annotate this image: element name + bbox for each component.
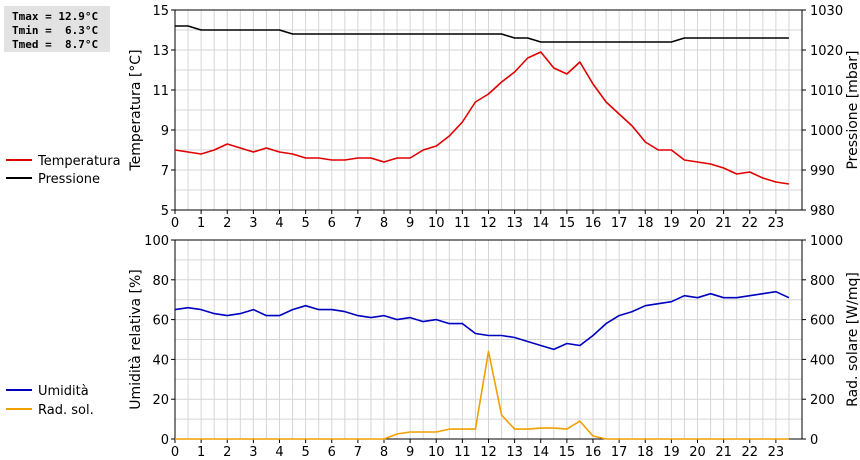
panel2-y-tick-label: 20 — [152, 393, 169, 408]
panel2-y2-tick-label: 600 — [810, 314, 835, 329]
panel2-legend-label: Umidità — [38, 384, 89, 399]
panel1-legend-label: Temperatura — [37, 154, 121, 169]
panel1-x-tick-label: 1 — [197, 216, 205, 231]
panel1-y2-tick-label: 1010 — [810, 84, 843, 99]
panel2-x-tick-label: 8 — [380, 445, 388, 460]
panel2-x-tick-label: 6 — [328, 445, 336, 460]
panel2-x-tick-label: 7 — [354, 445, 362, 460]
panel2-x-tick-label: 19 — [663, 445, 680, 460]
panel2-x-tick-label: 13 — [506, 445, 523, 460]
panel1-x-tick-label: 4 — [275, 216, 283, 231]
panel1-x-tick-label: 23 — [768, 216, 785, 231]
panel2-x-tick-label: 5 — [301, 445, 309, 460]
panel1-x-tick-label: 0 — [171, 216, 179, 231]
panel1-x-tick-label: 2 — [223, 216, 231, 231]
panel2-x-tick-label: 12 — [480, 445, 497, 460]
panel1-x-tick-label: 15 — [559, 216, 576, 231]
panel2-x-tick-label: 20 — [689, 445, 706, 460]
panel2-x-tick-label: 16 — [585, 445, 602, 460]
panel2-y-tick-label: 80 — [152, 274, 169, 289]
panel1-legend-label: Pressione — [38, 172, 100, 187]
panel1-y2-tick-label: 1020 — [810, 44, 843, 59]
panel1-x-tick-label: 17 — [611, 216, 628, 231]
panel1-y2-axis-label: Pressione [mbar] — [845, 50, 860, 169]
panel2-y2-tick-label: 0 — [810, 433, 818, 448]
panel1-x-tick-label: 8 — [380, 216, 388, 231]
panel2-y-tick-label: 0 — [161, 433, 169, 448]
panel2-x-tick-label: 21 — [715, 445, 732, 460]
panel2-x-tick-label: 10 — [428, 445, 445, 460]
panel1-x-tick-label: 9 — [406, 216, 414, 231]
panel2-y2-tick-label: 400 — [810, 353, 835, 368]
stats-box: Tmax = 12.9°C Tmin = 6.3°C Tmed = 8.7°C — [4, 6, 110, 52]
panel1-x-tick-label: 12 — [480, 216, 497, 231]
panel2-y-tick-label: 60 — [152, 314, 169, 329]
panel2-x-tick-label: 18 — [637, 445, 654, 460]
panel2-x-tick-label: 14 — [532, 445, 549, 460]
stat-tmin: Tmin = 6.3°C — [12, 24, 99, 37]
panel2-y2-tick-label: 800 — [810, 274, 835, 289]
panel1-x-tick-label: 21 — [715, 216, 732, 231]
panel1-y2-tick-label: 1000 — [810, 124, 843, 139]
panel1-x-tick-label: 13 — [506, 216, 523, 231]
panel2-y2-tick-label: 200 — [810, 393, 835, 408]
panel1-y-tick-label: 5 — [161, 204, 169, 219]
panel2-x-tick-label: 9 — [406, 445, 414, 460]
panel2-x-tick-label: 22 — [741, 445, 758, 460]
panel2-x-tick-label: 3 — [249, 445, 257, 460]
panel2-y-tick-label: 100 — [144, 234, 169, 249]
panel1-series-temperatura — [174, 51, 790, 185]
panel2-x-tick-label: 11 — [454, 445, 471, 460]
panel1-y-tick-label: 11 — [152, 84, 169, 99]
stat-tmax: Tmax = 12.9°C — [12, 10, 99, 23]
panel1-x-tick-label: 19 — [663, 216, 680, 231]
panel1-y-tick-label: 13 — [152, 44, 169, 59]
panel2-x-tick-label: 17 — [611, 445, 628, 460]
panel1-y-tick-label: 9 — [161, 124, 169, 139]
panel2-x-tick-label: 15 — [559, 445, 576, 460]
panel1-y-axis-label: Temperatura [°C] — [128, 49, 144, 171]
panel1-x-tick-label: 7 — [354, 216, 362, 231]
panel1-x-tick-label: 6 — [328, 216, 336, 231]
panel2-x-tick-label: 1 — [197, 445, 205, 460]
panel1-y2-tick-label: 990 — [810, 164, 835, 179]
panel2-x-tick-label: 2 — [223, 445, 231, 460]
panel2-series-umidit- — [174, 290, 790, 351]
panel1-x-tick-label: 5 — [301, 216, 309, 231]
panel2-x-tick-label: 0 — [171, 445, 179, 460]
panel2-x-tick-label: 23 — [768, 445, 785, 460]
panel1-x-tick-label: 14 — [532, 216, 549, 231]
panel2-y-tick-label: 40 — [152, 353, 169, 368]
panel2-y2-tick-label: 1000 — [810, 234, 843, 249]
panel2-legend-label: Rad. sol. — [38, 403, 94, 418]
panel1-x-tick-label: 20 — [689, 216, 706, 231]
panel1-x-tick-label: 22 — [741, 216, 758, 231]
panel1-y-tick-label: 7 — [161, 164, 169, 179]
panel1-x-tick-label: 10 — [428, 216, 445, 231]
panel1-x-tick-label: 16 — [585, 216, 602, 231]
panel2-y2-axis-label: Rad. solare [W/mq] — [845, 272, 860, 407]
stat-tmed: Tmed = 8.7°C — [12, 38, 99, 51]
panel2-x-tick-label: 4 — [275, 445, 283, 460]
panel1-x-tick-label: 3 — [249, 216, 257, 231]
panel1-y-tick-label: 15 — [152, 4, 169, 19]
panel1-x-tick-label: 11 — [454, 216, 471, 231]
panel2-y-axis-label: Umidità relativa [%] — [128, 269, 144, 410]
panel1-y2-tick-label: 980 — [810, 204, 835, 219]
panel2-series-rad-sol- — [175, 350, 789, 440]
panel1-x-tick-label: 18 — [637, 216, 654, 231]
panel1-series-pressione — [175, 25, 789, 43]
panel1-y2-tick-label: 1030 — [810, 4, 843, 19]
